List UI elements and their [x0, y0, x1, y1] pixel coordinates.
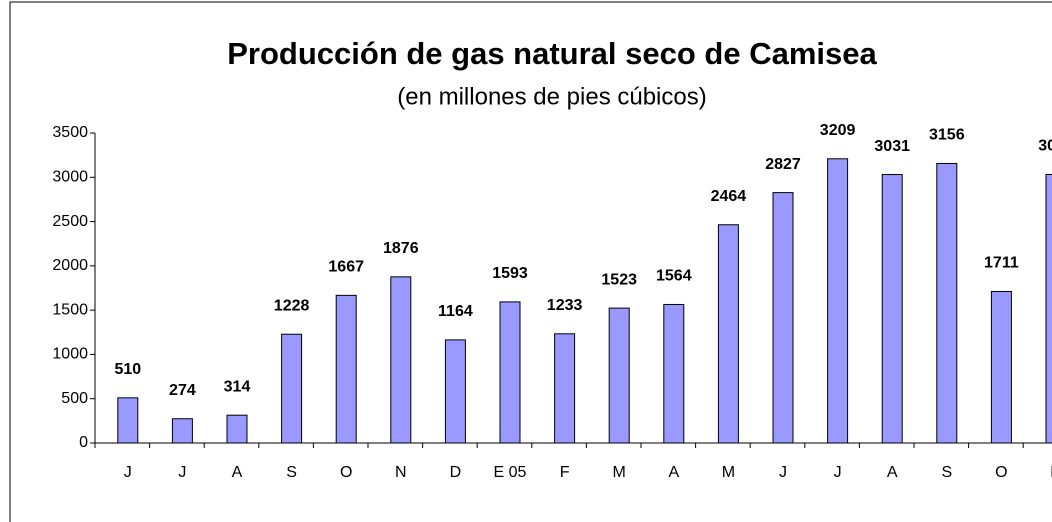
y-tick-label: 500 [61, 390, 88, 407]
data-label: 1876 [383, 240, 419, 257]
bar [1045, 173, 1052, 444]
data-label: 1164 [438, 303, 473, 320]
bar [390, 276, 412, 444]
chart-title: Producción de gas natural seco de Camise… [227, 36, 877, 71]
chart-subtitle: (en millones de pies cúbicos) [397, 83, 706, 110]
y-tick-label: 0 [79, 434, 88, 451]
x-tick-label: N [395, 464, 407, 481]
x-tick-label: F [560, 464, 570, 481]
data-label: 1228 [274, 297, 310, 314]
bar [554, 333, 576, 444]
data-label: 3156 [929, 127, 965, 144]
bar [990, 290, 1012, 444]
y-tick-label: 2000 [52, 257, 88, 274]
bar [663, 303, 685, 444]
bar [936, 162, 958, 444]
y-tick-label: 2500 [52, 213, 88, 230]
data-label: 314 [224, 378, 251, 395]
x-tick-label: M [613, 464, 626, 481]
data-label: 3032 [1038, 138, 1052, 155]
x-tick-label: S [941, 464, 952, 481]
x-tick-label: S [286, 464, 297, 481]
x-tick-label: J [178, 464, 186, 481]
data-label: 3031 [874, 138, 910, 155]
y-tick-label: 1000 [52, 346, 88, 363]
data-label: 274 [169, 382, 196, 399]
bar [772, 192, 794, 444]
bar [608, 307, 630, 444]
x-tick-label: O [340, 464, 352, 481]
x-tick-label: E 05 [494, 464, 527, 481]
x-tick-label: M [722, 464, 735, 481]
x-tick-label: A [232, 464, 243, 481]
bar [117, 397, 139, 444]
y-tick-label: 3500 [52, 124, 88, 141]
data-label: 2464 [711, 188, 747, 205]
x-tick-label: D [450, 464, 462, 481]
bar [444, 339, 466, 444]
x-tick-label: A [887, 464, 898, 481]
bar [499, 301, 521, 444]
x-tick-label: O [995, 464, 1007, 481]
bar [881, 174, 903, 444]
data-label: 1593 [492, 265, 528, 282]
bar [171, 418, 193, 444]
data-label: 1233 [547, 297, 583, 314]
bar [717, 224, 739, 444]
data-label: 3209 [820, 122, 856, 139]
data-label: 1523 [601, 271, 637, 288]
x-tick-label: N [1050, 464, 1052, 481]
bar [226, 414, 248, 444]
y-tick-label: 3000 [52, 169, 88, 186]
bar [281, 333, 303, 444]
data-label: 1564 [656, 268, 692, 285]
x-tick-label: J [834, 464, 842, 481]
x-tick-label: J [779, 464, 787, 481]
data-label: 510 [114, 361, 141, 378]
bar [335, 294, 357, 444]
bar [827, 158, 849, 444]
x-tick-label: A [668, 464, 679, 481]
y-tick-label: 1500 [52, 301, 88, 318]
x-tick-label: J [124, 464, 132, 481]
data-label: 1711 [984, 255, 1019, 272]
data-label: 2827 [765, 156, 801, 173]
data-label: 1667 [328, 259, 364, 276]
